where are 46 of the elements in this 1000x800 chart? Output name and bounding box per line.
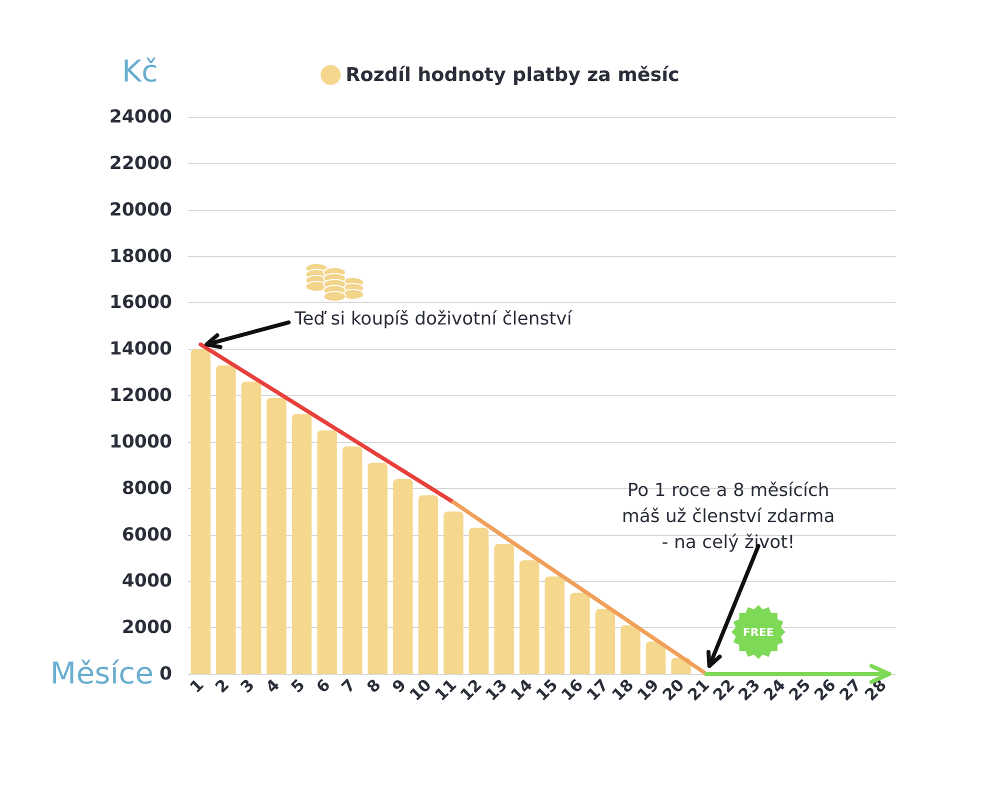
- x-tick-label: 7: [338, 675, 360, 697]
- y-tick-label: 10000: [109, 431, 172, 452]
- y-axis-title: Kč: [122, 54, 158, 90]
- bar: [317, 430, 337, 674]
- y-tick-label: 2000: [122, 617, 172, 638]
- y-tick-label: 6000: [122, 524, 172, 546]
- bar: [468, 528, 489, 674]
- x-tick-label: 5: [287, 675, 309, 697]
- bar: [646, 642, 666, 674]
- bar: [620, 625, 640, 674]
- x-tick-label: 3: [236, 675, 258, 697]
- y-tick-label: 14000: [109, 338, 172, 360]
- bar: [393, 479, 413, 674]
- legend-label: Rozdíl hodnoty platby za měsíc: [346, 64, 680, 86]
- y-tick-label: 0: [159, 664, 172, 684]
- bar: [190, 349, 211, 674]
- bar: [444, 512, 464, 674]
- y-tick-label: 24000: [109, 106, 172, 128]
- bar: [494, 544, 514, 674]
- y-tick-label: 18000: [109, 246, 172, 267]
- bar: [544, 576, 565, 674]
- x-axis-title: Měsíce: [50, 656, 154, 692]
- bar: [342, 446, 362, 674]
- bar: [570, 592, 590, 674]
- bar: [241, 382, 262, 674]
- bar: [216, 365, 236, 674]
- bar: [292, 414, 312, 674]
- x-tick-label: 8: [363, 675, 384, 697]
- x-tick-label: 2: [211, 675, 233, 697]
- bar: [595, 609, 616, 674]
- bar: [418, 495, 438, 674]
- x-tick-label: 6: [312, 675, 334, 697]
- y-tick-label: 4000: [122, 570, 172, 592]
- x-tick-label: 4: [262, 675, 284, 697]
- y-tick-label: 22000: [109, 152, 172, 174]
- bar: [519, 560, 540, 674]
- y-tick-label: 20000: [109, 199, 172, 220]
- annotation: Po 1 roce a 8 měsících máš už členství zdarma - na celý život!: [622, 480, 835, 553]
- bar: [266, 398, 286, 674]
- annotation: FREE: [742, 626, 774, 639]
- bar: [368, 462, 388, 674]
- annotation: Teď si koupíš doživotní členství: [294, 308, 573, 330]
- y-tick-label: 8000: [122, 478, 172, 499]
- x-tick-label: 1: [186, 675, 208, 697]
- y-tick-label: 12000: [109, 385, 172, 406]
- y-tick-label: 16000: [109, 292, 172, 314]
